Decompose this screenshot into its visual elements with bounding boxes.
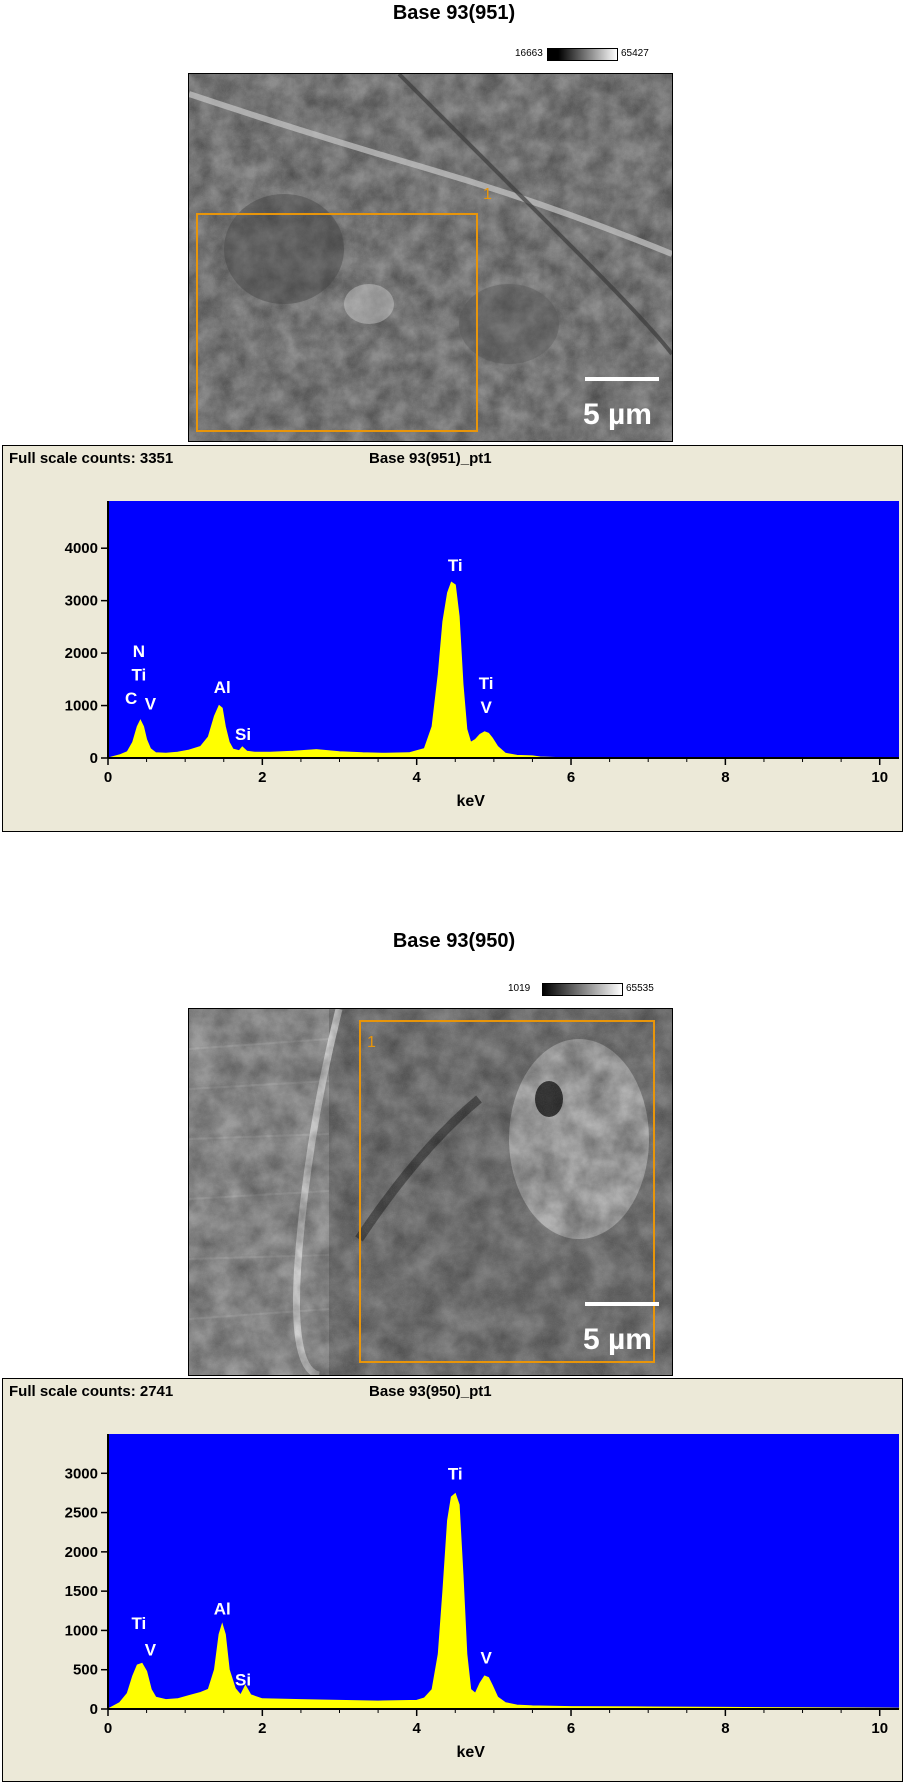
spectrum-title: Base 93(950)_pt1 bbox=[369, 1383, 492, 1400]
peak-label: Ti bbox=[131, 665, 146, 684]
intensity-gradient bbox=[547, 48, 618, 61]
y-tick-label: 2000 bbox=[65, 645, 98, 662]
peak-label: V bbox=[480, 698, 492, 717]
intensity-scale: 16663 65427 bbox=[490, 47, 649, 63]
peak-label: Si bbox=[235, 725, 251, 744]
intensity-max: 65427 bbox=[621, 48, 649, 59]
peak-label: Ti bbox=[131, 1614, 146, 1633]
spectrum-chart: 0 2 4 6 8 10 0 500 1000 1500 2000 2500 3000 keV Ti V Al S… bbox=[65, 1434, 900, 1761]
peak-label: Al bbox=[214, 678, 231, 697]
x-tick-label: 6 bbox=[567, 769, 575, 786]
peak-label: V bbox=[480, 1648, 492, 1667]
y-tick-label: 2000 bbox=[65, 1544, 98, 1561]
peak-label: N bbox=[133, 642, 145, 661]
y-tick-label: 3000 bbox=[65, 593, 98, 610]
analysis-region[interactable] bbox=[359, 1020, 655, 1363]
intensity-gradient bbox=[542, 983, 623, 996]
sem-micrograph: 1 5 µm bbox=[188, 1008, 673, 1376]
x-tick-label: 10 bbox=[871, 769, 888, 786]
intensity-max: 65535 bbox=[626, 983, 654, 994]
peak-label: Ti bbox=[479, 674, 494, 693]
length-scale-label: 5 µm bbox=[583, 398, 652, 431]
peak-label: Ti bbox=[448, 556, 463, 575]
image-title: Base 93(950) bbox=[392, 930, 516, 952]
peak-label: Ti bbox=[448, 1465, 463, 1484]
spectrum-panel: Full scale counts: 3351 Base 93(951)_pt1… bbox=[2, 445, 903, 832]
peak-label: V bbox=[145, 1641, 157, 1660]
x-tick-label: 2 bbox=[258, 769, 266, 786]
x-tick-label: 10 bbox=[871, 1720, 888, 1737]
peak-label: Si bbox=[235, 1670, 251, 1689]
y-tick-label: 3000 bbox=[65, 1465, 98, 1482]
spectrum-title: Base 93(951)_pt1 bbox=[369, 450, 492, 467]
spectrum-panel: Full scale counts: 2741 Base 93(950)_pt1… bbox=[2, 1378, 903, 1782]
x-tick-label: 4 bbox=[413, 769, 422, 786]
y-tick-label: 1000 bbox=[65, 698, 98, 715]
peak-label: Al bbox=[214, 1600, 231, 1619]
panel-2: Base 93(950) 1019 65535 bbox=[0, 920, 908, 1788]
x-tick-label: 8 bbox=[721, 769, 729, 786]
region-label: 1 bbox=[483, 186, 492, 203]
intensity-scale: 1019 65535 bbox=[508, 982, 654, 998]
length-scale-label: 5 µm bbox=[583, 1323, 652, 1356]
spectrum-series bbox=[107, 581, 899, 759]
full-scale-counts: Full scale counts: 2741 bbox=[9, 1383, 174, 1400]
x-tick-label: 0 bbox=[104, 1720, 112, 1737]
x-axis-label: keV bbox=[456, 1744, 485, 1761]
analysis-region[interactable] bbox=[196, 213, 478, 432]
x-axis-label: keV bbox=[456, 793, 485, 810]
intensity-min: 1019 bbox=[508, 983, 531, 994]
y-tick-label: 4000 bbox=[65, 540, 98, 557]
plot-area bbox=[108, 501, 899, 758]
y-tick-label: 500 bbox=[73, 1662, 98, 1679]
x-tick-label: 2 bbox=[258, 1720, 266, 1737]
x-tick-label: 8 bbox=[721, 1720, 729, 1737]
peak-label: C bbox=[125, 689, 137, 708]
x-tick-label: 6 bbox=[567, 1720, 575, 1737]
full-scale-counts: Full scale counts: 3351 bbox=[9, 450, 174, 467]
x-tick-label: 4 bbox=[413, 1720, 422, 1737]
y-tick-label: 1000 bbox=[65, 1622, 98, 1639]
y-tick-label: 0 bbox=[90, 750, 98, 767]
panel-1: Base 93(951) 16663 65427 bbox=[0, 0, 908, 840]
y-tick-label: 1500 bbox=[65, 1583, 98, 1600]
region-label: 1 bbox=[367, 1034, 376, 1051]
image-title: Base 93(951) bbox=[392, 2, 516, 24]
y-tick-label: 0 bbox=[90, 1701, 98, 1718]
x-tick-label: 0 bbox=[104, 769, 112, 786]
intensity-min: 16663 bbox=[515, 48, 543, 59]
y-tick-label: 2500 bbox=[65, 1505, 98, 1522]
plot-area bbox=[108, 1434, 899, 1709]
sem-micrograph: 1 5 µm bbox=[188, 73, 673, 442]
spectrum-series bbox=[107, 1492, 900, 1710]
peak-label: V bbox=[145, 695, 157, 714]
